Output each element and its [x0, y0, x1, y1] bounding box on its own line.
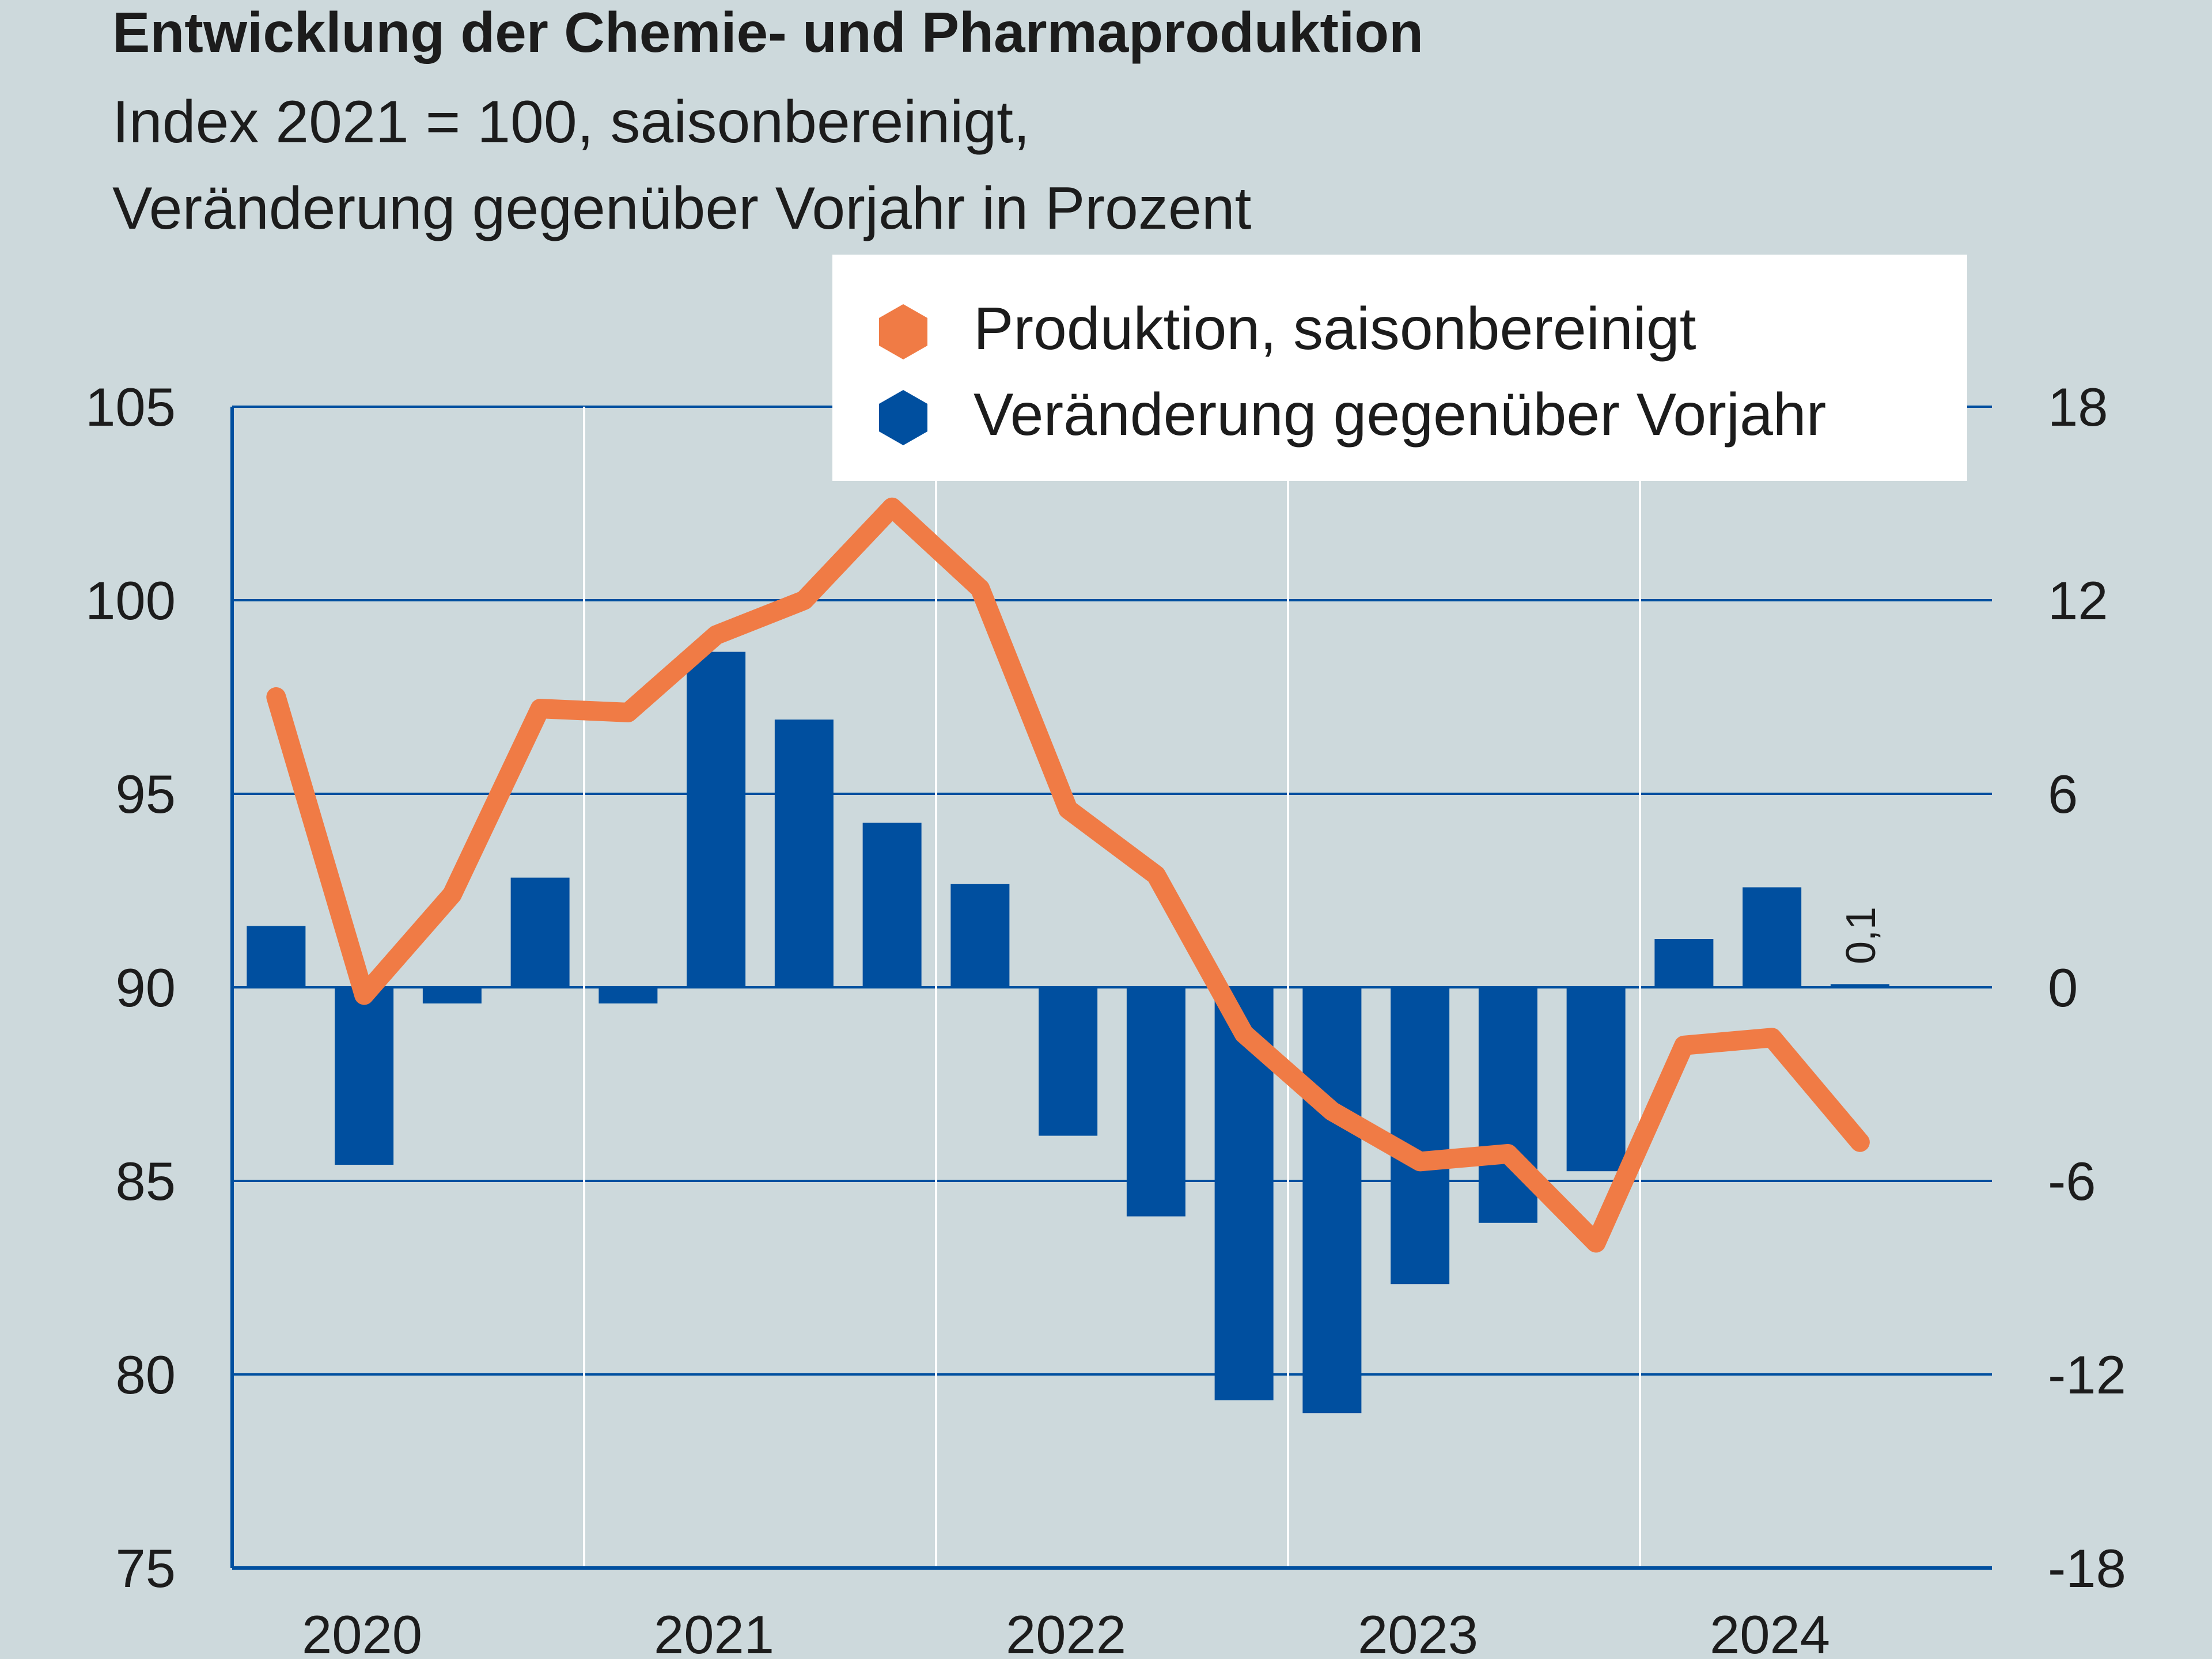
legend-label-change: Veränderung gegenüber Vorjahr — [974, 381, 1826, 448]
x-tick-label: 2024 — [1710, 1604, 1830, 1659]
bar-2020-Q3 — [422, 987, 482, 1003]
bar-2022-Q3 — [1126, 987, 1185, 1217]
axes — [230, 407, 1992, 1570]
bar-2021-Q4 — [862, 823, 922, 987]
bar-2021-Q1 — [599, 987, 658, 1003]
legend: Produktion, saisonbereinigt Veränderung … — [832, 255, 1967, 481]
bar-series — [247, 652, 1889, 1414]
left-tick-label: 100 — [85, 570, 176, 631]
left-tick-label: 90 — [115, 957, 176, 1018]
annotations: 0,1 — [1838, 907, 1884, 964]
x-tick-label: 2020 — [302, 1604, 422, 1659]
right-tick-label: -12 — [2048, 1344, 2126, 1405]
bar-2020-Q1 — [247, 926, 306, 987]
production-line — [266, 497, 1870, 1253]
right-tick-label: -18 — [2048, 1538, 2126, 1599]
chart-title: Entwicklung der Chemie- und Pharmaproduk… — [112, 1, 1423, 64]
legend-box — [832, 255, 1967, 481]
x-tick-label: 2022 — [1006, 1604, 1126, 1659]
bar-2021-Q2 — [687, 652, 746, 987]
bar-2021-Q3 — [774, 719, 834, 987]
tick-labels: 105 100 95 90 85 80 75 18 12 6 0 -6 -12 -18 2020 2021 20… — [85, 377, 2126, 1659]
line-series — [266, 497, 1870, 1253]
bar-2023-Q1 — [1302, 987, 1362, 1414]
year-separators — [583, 407, 1641, 1568]
bar-2022-Q1 — [950, 884, 1010, 987]
chart-subtitle-line2: Veränderung gegenüber Vorjahr in Prozent — [112, 175, 1252, 242]
right-tick-label: 18 — [2048, 377, 2108, 437]
bar-2023-Q4 — [1566, 987, 1626, 1172]
left-tick-label: 95 — [115, 764, 176, 824]
bar-2020-Q4 — [510, 877, 570, 987]
bar-2024-Q2 — [1743, 887, 1802, 987]
bar-2023-Q2 — [1391, 987, 1450, 1285]
bar-2020-Q2 — [335, 987, 394, 1165]
legend-marker-production — [879, 304, 927, 359]
left-tick-label: 85 — [115, 1151, 176, 1211]
left-tick-label: 105 — [85, 377, 176, 437]
legend-label-production: Produktion, saisonbereinigt — [974, 296, 1696, 362]
legend-marker-change — [879, 390, 927, 445]
left-tick-label: 75 — [115, 1538, 176, 1599]
right-tick-label: 6 — [2048, 764, 2078, 824]
data-label: 0,1 — [1838, 907, 1884, 964]
x-tick-label: 2023 — [1358, 1604, 1478, 1659]
left-tick-label: 80 — [115, 1344, 176, 1405]
bar-2024-Q3 — [1830, 984, 1889, 987]
x-tick-label: 2021 — [654, 1604, 774, 1659]
right-tick-label: 12 — [2048, 570, 2108, 631]
gridlines — [232, 406, 1992, 1376]
chart-subtitle-line1: Index 2021 = 100, saisonbereinigt, — [112, 89, 1030, 156]
right-tick-label: -6 — [2048, 1151, 2096, 1211]
bar-2024-Q1 — [1654, 939, 1714, 987]
bar-2022-Q2 — [1039, 987, 1098, 1136]
right-tick-label: 0 — [2048, 957, 2078, 1018]
